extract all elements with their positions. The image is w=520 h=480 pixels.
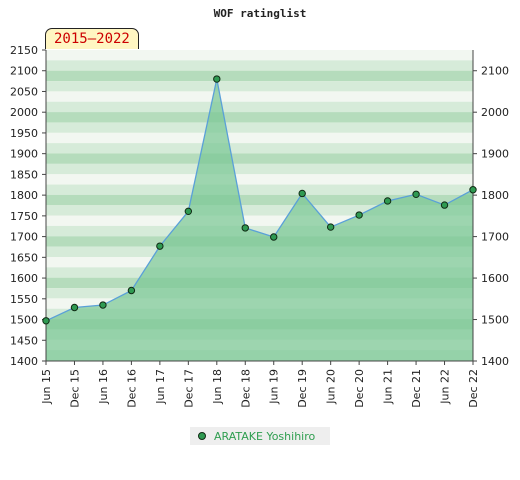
grid-band xyxy=(46,225,473,237)
y-left-tick-label: 1700 xyxy=(10,231,38,244)
y-left-tick-label: 2100 xyxy=(10,65,38,78)
y-right-tick-label: 1700 xyxy=(481,231,509,244)
x-tick-label: Dec 16 xyxy=(125,369,138,408)
data-point xyxy=(469,186,477,194)
y-left-tick-label: 1400 xyxy=(10,355,38,368)
y-right-tick-label: 1800 xyxy=(481,189,509,202)
grid-band xyxy=(46,143,473,154)
series-fill xyxy=(46,79,473,361)
x-tick-label: Dec 15 xyxy=(68,369,81,408)
grid-band xyxy=(46,70,473,82)
grid-band xyxy=(46,174,473,185)
grid-band xyxy=(46,81,473,92)
y-left-tick-label: 1800 xyxy=(10,189,38,202)
y-left-tick-label: 1650 xyxy=(10,251,38,264)
y-left-tick-label: 1550 xyxy=(10,293,38,306)
data-point xyxy=(383,197,392,205)
x-tick-label: Dec 22 xyxy=(467,369,480,408)
grid-band xyxy=(46,205,473,216)
x-tick-label: Jun 16 xyxy=(97,369,110,405)
data-point xyxy=(70,303,79,312)
x-tick-label: Dec 18 xyxy=(239,369,252,408)
data-point xyxy=(184,207,193,216)
grid-band xyxy=(46,215,473,226)
data-point xyxy=(270,233,278,241)
series-line xyxy=(45,78,474,322)
y-left-tick-label: 1900 xyxy=(10,148,38,161)
y-left-tick-label: 2050 xyxy=(10,85,38,98)
y-right-tick-label: 2100 xyxy=(481,65,509,78)
x-tick-label: Jun 21 xyxy=(382,369,395,405)
grid-band xyxy=(46,112,473,123)
data-point xyxy=(355,211,363,219)
y-left-tick-label: 2000 xyxy=(10,106,38,119)
y-left-tick-label: 1750 xyxy=(10,210,38,223)
period-badge: 2015–2022 xyxy=(45,28,139,49)
grid-band xyxy=(46,91,473,102)
y-right-tick-label: 1900 xyxy=(481,148,509,161)
y-right-tick-label: 1400 xyxy=(481,355,509,368)
series-points xyxy=(42,75,477,325)
data-point xyxy=(412,190,420,199)
legend-marker-icon xyxy=(198,432,206,440)
data-point xyxy=(42,317,50,325)
data-point xyxy=(156,242,164,250)
data-point xyxy=(440,201,449,209)
axes: 1400 1450 1500 1550 1600 1650 1700 1750 1800 1850… xyxy=(10,44,509,408)
data-point xyxy=(298,189,306,198)
x-tick-label: Dec 21 xyxy=(410,369,423,408)
y-left-tick-label: 1450 xyxy=(10,334,38,347)
data-point xyxy=(127,286,136,295)
x-tick-label: Jun 22 xyxy=(439,369,452,405)
data-point xyxy=(213,75,221,83)
y-left-tick-label: 1950 xyxy=(10,127,38,140)
x-tick-label: Jun 20 xyxy=(325,369,338,405)
y-right-tick-label: 2000 xyxy=(481,106,509,119)
legend[interactable]: ARATAKE Yoshihiro xyxy=(190,427,330,445)
y-left-tick-label: 2150 xyxy=(10,44,38,57)
x-tick-label: Jun 19 xyxy=(268,369,281,405)
x-tick-label: Dec 20 xyxy=(353,369,366,408)
data-point xyxy=(326,223,335,231)
grid-band xyxy=(46,122,473,133)
x-tick-label: Jun 18 xyxy=(211,369,224,405)
grid-band xyxy=(46,194,473,206)
chart-title: WOF ratinglist xyxy=(214,7,307,20)
x-tick-label: Dec 19 xyxy=(296,369,309,408)
grid-band xyxy=(46,132,473,144)
grid-band xyxy=(46,163,473,175)
legend-label: ARATAKE Yoshihiro xyxy=(214,429,316,443)
y-left-tick-label: 1600 xyxy=(10,272,38,285)
grid-band xyxy=(46,60,473,71)
y-right-tick-label: 1600 xyxy=(481,272,509,285)
y-left-tick-label: 1500 xyxy=(10,314,38,327)
x-tick-label: Dec 17 xyxy=(182,369,195,408)
y-right-tick-label: 1500 xyxy=(481,314,509,327)
data-point xyxy=(241,224,249,232)
grid-band xyxy=(46,184,473,195)
x-tick-label: Jun 15 xyxy=(40,369,53,405)
data-point xyxy=(99,301,107,309)
grid-band xyxy=(46,101,473,113)
grid-band xyxy=(46,50,473,61)
x-tick-label: Jun 17 xyxy=(154,369,167,405)
grid-band xyxy=(46,153,473,164)
series-area xyxy=(45,78,474,361)
y-left-tick-label: 1850 xyxy=(10,168,38,181)
